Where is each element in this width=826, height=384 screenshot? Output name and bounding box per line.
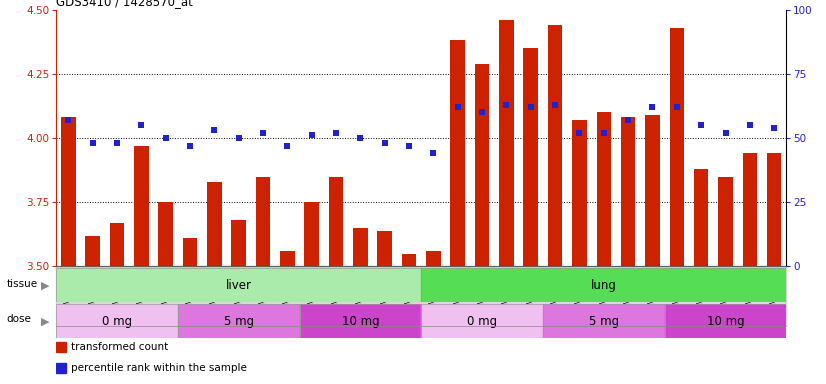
Bar — [548, 25, 563, 266]
Bar — [572, 120, 586, 266]
Bar — [300, 304, 421, 338]
Bar — [421, 268, 786, 302]
Point — [86, 140, 99, 146]
Bar — [670, 28, 684, 266]
Text: lung: lung — [591, 279, 617, 292]
Bar — [767, 154, 781, 266]
Point — [767, 125, 781, 131]
Point — [330, 130, 343, 136]
Bar — [596, 113, 611, 266]
Bar — [305, 202, 319, 266]
Bar — [110, 223, 125, 266]
Bar — [231, 220, 246, 266]
Point — [451, 104, 464, 110]
Text: liver: liver — [225, 279, 252, 292]
Bar — [426, 251, 441, 266]
Point — [159, 135, 173, 141]
Bar — [178, 304, 300, 338]
Bar — [499, 20, 514, 266]
Text: percentile rank within the sample: percentile rank within the sample — [71, 363, 247, 373]
Bar — [85, 236, 100, 266]
Point — [573, 130, 586, 136]
Point — [427, 151, 440, 157]
Bar — [524, 48, 538, 266]
Point — [232, 135, 245, 141]
Bar — [159, 202, 173, 266]
Point — [62, 117, 75, 123]
Bar — [61, 118, 76, 266]
Point — [183, 143, 197, 149]
Bar — [56, 304, 178, 338]
Point — [378, 140, 392, 146]
Bar — [134, 146, 149, 266]
Bar — [718, 177, 733, 266]
Bar — [421, 304, 543, 338]
Text: ▶: ▶ — [41, 281, 50, 291]
Bar — [694, 169, 709, 266]
Point — [500, 102, 513, 108]
Point — [695, 122, 708, 128]
Text: dose: dose — [7, 314, 31, 324]
Bar — [178, 304, 300, 338]
Point — [256, 130, 269, 136]
Bar — [665, 304, 786, 338]
Text: 0 mg: 0 mg — [467, 314, 497, 328]
Text: 5 mg: 5 mg — [224, 314, 254, 328]
Bar — [475, 63, 490, 266]
Bar — [543, 304, 665, 338]
Bar — [353, 228, 368, 266]
Text: transformed count: transformed count — [71, 342, 168, 352]
Bar — [329, 177, 344, 266]
Bar — [665, 304, 786, 338]
Bar — [543, 304, 665, 338]
Text: tissue: tissue — [7, 279, 38, 289]
Point — [743, 122, 757, 128]
Bar — [256, 177, 270, 266]
Point — [281, 143, 294, 149]
Bar — [56, 304, 178, 338]
Point — [476, 109, 489, 116]
Point — [525, 104, 538, 110]
Point — [354, 135, 367, 141]
Text: 10 mg: 10 mg — [342, 314, 379, 328]
Bar — [56, 342, 66, 352]
Bar — [207, 182, 221, 266]
Point — [621, 117, 634, 123]
Bar — [621, 118, 635, 266]
Bar — [183, 238, 197, 266]
Text: 5 mg: 5 mg — [589, 314, 619, 328]
Point — [646, 104, 659, 110]
Bar — [56, 268, 421, 302]
Bar — [743, 154, 757, 266]
Text: 10 mg: 10 mg — [707, 314, 744, 328]
Text: GDS3410 / 1428570_at: GDS3410 / 1428570_at — [56, 0, 193, 8]
Point — [135, 122, 148, 128]
Bar — [421, 268, 786, 302]
Bar — [300, 304, 421, 338]
Bar — [56, 363, 66, 373]
Point — [402, 143, 415, 149]
Point — [670, 104, 683, 110]
Point — [208, 127, 221, 133]
Bar — [280, 251, 295, 266]
Point — [305, 132, 318, 139]
Bar — [401, 254, 416, 266]
Point — [719, 130, 732, 136]
Point — [597, 130, 610, 136]
Bar — [377, 230, 392, 266]
Point — [111, 140, 124, 146]
Bar — [56, 268, 421, 302]
Point — [548, 102, 562, 108]
Text: 0 mg: 0 mg — [102, 314, 132, 328]
Bar — [421, 304, 543, 338]
Bar — [450, 40, 465, 266]
Text: ▶: ▶ — [41, 317, 50, 327]
Bar — [645, 115, 660, 266]
